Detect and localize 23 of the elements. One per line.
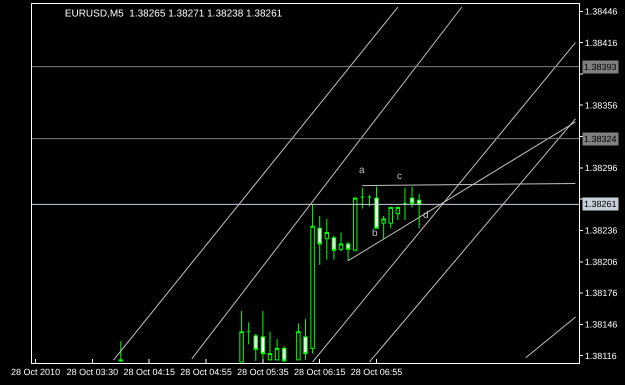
y-tick-label: 1.38146 (584, 320, 618, 330)
ref-line-label: 1.38261 (584, 199, 617, 209)
y-tick-label: 1.38296 (584, 163, 618, 173)
ref-line-label: 1.38393 (584, 62, 617, 72)
y-tick-label: 1.38416 (584, 38, 618, 48)
x-tick-label: 28 Oct 06:15 (294, 366, 346, 377)
text: EURUSD,M5 1.38265 1.38271 1.38238 1.38261 (64, 8, 283, 20)
x-tick-label: 28 Oct 06:55 (350, 366, 402, 377)
x-tick-label: 28 Oct 04:15 (123, 366, 175, 377)
y-tick-label: 1.38236 (584, 226, 618, 236)
annotation: c (397, 171, 402, 182)
y-tick-label: 1.38116 (584, 350, 617, 361)
y-tick-label: 1.38446 (584, 6, 618, 16)
annotation: b (372, 228, 378, 239)
ref-line-label: 1.38324 (584, 134, 617, 144)
y-tick-label: 1.38356 (584, 100, 618, 110)
y-tick-label: 1.38176 (584, 288, 618, 298)
x-tick-label: 28 Oct 03:30 (66, 366, 118, 377)
annotation: a (359, 165, 365, 176)
x-tick-label: 28 Oct 04:55 (180, 366, 232, 377)
x-tick-label: 28 Oct 2010 (11, 366, 60, 377)
y-tick-label: 1.38206 (584, 256, 618, 267)
x-tick-label: 28 Oct 05:35 (237, 366, 289, 377)
